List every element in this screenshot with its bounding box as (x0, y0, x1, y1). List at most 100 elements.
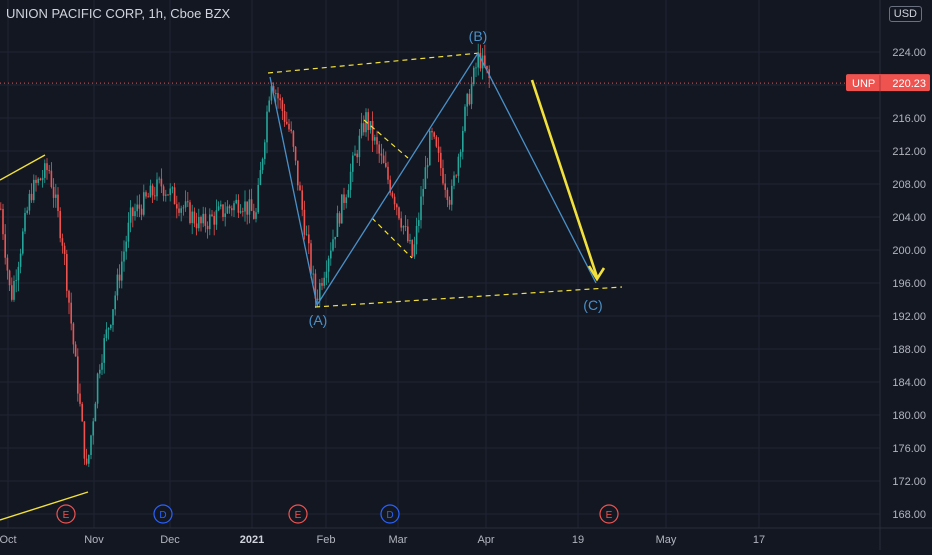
candle-body (151, 185, 154, 196)
candle-body (376, 137, 378, 145)
y-tick-label: 208.00 (892, 179, 926, 191)
candle-body (325, 271, 328, 278)
candle-body (277, 93, 279, 99)
candle-body (165, 194, 167, 196)
candle-body (19, 253, 22, 267)
candle-body (105, 329, 108, 339)
candle-body (484, 55, 486, 66)
candle-body (305, 234, 308, 236)
candle-body (473, 67, 475, 85)
candle-body (440, 152, 442, 169)
candle-body (466, 93, 468, 107)
candle-body (418, 220, 420, 226)
candle-body (356, 153, 358, 158)
candle-body (171, 187, 174, 189)
candle-body (191, 211, 193, 223)
candle-body (28, 193, 31, 211)
dividend-event-icon[interactable]: D (153, 504, 173, 524)
candle-body (103, 338, 105, 363)
candle-body (209, 214, 211, 230)
trendline-lower-left (0, 491, 89, 521)
candle-body (451, 185, 453, 205)
wave-label: (B) (469, 28, 488, 44)
candle-body (226, 206, 229, 214)
event-marker-label: D (159, 510, 166, 521)
dividend-event-icon[interactable]: D (380, 504, 400, 524)
candle-body (250, 199, 253, 211)
event-marker-circle (153, 504, 173, 524)
candle-body (319, 283, 321, 301)
candle-body (369, 120, 372, 130)
candle-body (162, 186, 165, 196)
candle-body (393, 196, 396, 205)
candle-body (55, 194, 57, 198)
candle-body (231, 208, 233, 211)
candle-body (288, 123, 290, 130)
earnings-event-icon[interactable]: E (56, 504, 76, 524)
candle-body (336, 213, 339, 237)
candle-body (160, 178, 163, 187)
candle-body (464, 106, 466, 131)
candle-body (198, 216, 200, 229)
candle-body (468, 93, 471, 105)
candle-body (158, 178, 160, 180)
candle-body (176, 204, 178, 209)
candle-body (345, 197, 347, 203)
candle-body (327, 258, 330, 272)
x-tick-label: Oct (0, 534, 17, 546)
candle-body (79, 393, 81, 404)
candle-body (334, 236, 336, 240)
currency-button[interactable]: USD (888, 6, 922, 22)
y-tick-label: 216.00 (892, 113, 926, 125)
candle-body (13, 281, 15, 300)
candle-body (72, 323, 75, 345)
candle-body (147, 196, 149, 198)
candle-body (90, 435, 92, 456)
y-tick-label: 204.00 (892, 212, 926, 224)
x-tick-label: Feb (317, 534, 336, 546)
candle-body (486, 65, 488, 70)
candle-body (453, 175, 455, 186)
candle-body (323, 277, 325, 286)
candle-body (110, 324, 112, 329)
earnings-event-icon[interactable]: E (599, 504, 619, 524)
candle-body (385, 162, 387, 167)
candle-body (235, 199, 237, 204)
candle-body (17, 266, 20, 281)
candle-body (429, 131, 431, 166)
candle-body (222, 204, 224, 218)
candle-body (145, 192, 147, 197)
candle-body (301, 190, 303, 210)
event-marker-circle (599, 504, 619, 524)
candle-body (138, 204, 141, 209)
candle-body (444, 183, 446, 190)
candle-body (341, 194, 343, 224)
candle-body (215, 210, 218, 225)
candle-body (88, 455, 90, 464)
trendline-upper-left (0, 154, 46, 181)
candle-body (244, 201, 246, 212)
candle-body (272, 86, 275, 94)
candle-body (118, 274, 121, 281)
candle-body (143, 192, 145, 215)
candle-body (242, 211, 244, 213)
earnings-event-icon[interactable]: E (288, 504, 308, 524)
candle-body (30, 193, 33, 201)
event-marker-label: E (63, 510, 70, 521)
candle-body (281, 100, 284, 111)
x-tick-label: 19 (572, 534, 584, 546)
candle-body (57, 194, 59, 211)
candle-body (308, 234, 310, 244)
candle-body (321, 283, 323, 286)
y-tick-label: 176.00 (892, 443, 926, 455)
candle-body (248, 199, 251, 215)
candle-body (255, 212, 257, 219)
candle-body (253, 210, 255, 219)
candle-body (52, 186, 55, 198)
candle-body (475, 67, 477, 69)
candle-body (409, 239, 411, 242)
y-tick-label: 188.00 (892, 344, 926, 356)
candle-body (455, 175, 457, 177)
candle-body (422, 188, 424, 197)
